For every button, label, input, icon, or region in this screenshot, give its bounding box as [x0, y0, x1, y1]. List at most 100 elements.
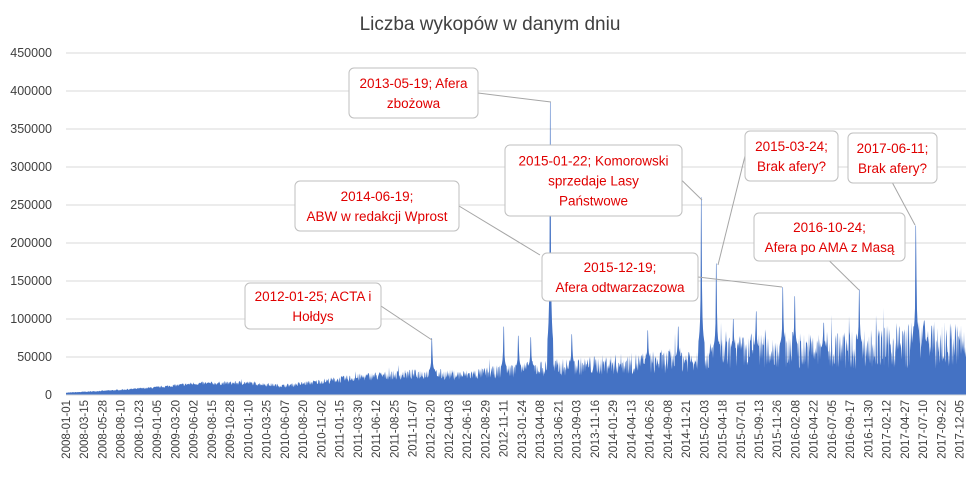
callout-text: 2016-10-24; — [793, 220, 866, 235]
x-tick-label: 2017-12-05 — [955, 400, 967, 459]
callout-box — [294, 180, 460, 232]
callout-box — [504, 144, 683, 217]
y-tick-label: 350000 — [10, 122, 52, 136]
x-tick-label: 2010-01-10 — [243, 400, 255, 459]
x-tick-label: 2008-05-28 — [97, 400, 109, 459]
x-tick-label: 2016-02-08 — [790, 400, 802, 459]
x-tick-label: 2008-10-23 — [134, 400, 146, 459]
data-series — [66, 102, 966, 396]
y-tick-label: 450000 — [10, 46, 52, 60]
y-tick-label: 400000 — [10, 84, 52, 98]
x-tick-label: 2015-09-13 — [754, 400, 766, 459]
y-tick-label: 150000 — [10, 274, 52, 288]
callout-2016-10-24: 2016-10-24; Afera po AMA z Masą — [753, 212, 906, 291]
callout-text: 2015-01-22; Komorowski — [518, 154, 668, 169]
x-tick-label: 2011-06-12 — [371, 400, 383, 458]
x-tick-label: 2012-11-11 — [499, 400, 511, 457]
x-tick-label: 2013-06-21 — [553, 400, 565, 459]
x-tick-label: 2017-07-10 — [918, 400, 930, 459]
callout-text: Brak afery? — [757, 159, 826, 174]
x-axis-tick-labels: 2008-01-01 2008-03-15 2008-05-28 2008-08-10… — [61, 399, 967, 458]
x-tick-label: 2009-01-05 — [152, 400, 164, 459]
callout-2014-06-19: 2014-06-19; ABW w redakcji Wprost — [294, 180, 541, 256]
callout-text: 2014-06-19; — [341, 189, 414, 204]
x-tick-label: 2008-03-15 — [79, 400, 91, 459]
series-area — [66, 102, 966, 396]
x-tick-label: 2012-01-20 — [426, 400, 438, 459]
callout-text: 2017-06-11; — [857, 141, 929, 156]
callout-text: Hołdys — [292, 309, 334, 324]
callout-2017-06-11: 2017-06-11; Brak afery? — [847, 132, 938, 226]
callout-leader-line — [892, 182, 916, 226]
callout-text: Państwowe — [559, 194, 628, 209]
y-tick-label: 200000 — [10, 236, 52, 250]
x-tick-label: 2015-07-01 — [736, 400, 748, 459]
x-tick-label: 2015-04-18 — [718, 400, 730, 459]
callout-leader-line — [458, 205, 541, 256]
callout-box — [847, 132, 938, 184]
x-tick-label: 2015-11-26 — [772, 400, 784, 458]
callouts: 2012-01-25; ACTA i Hołdys 2013-05-19; Afer… — [244, 67, 938, 341]
callout-box — [244, 282, 382, 330]
x-tick-label: 2012-06-16 — [462, 400, 474, 459]
callout-leader-line — [477, 92, 552, 103]
callout-text: ABW w redakcji Wprost — [306, 209, 447, 224]
x-tick-label: 2009-03-20 — [170, 400, 182, 459]
callout-box — [744, 130, 839, 182]
x-tick-label: 2016-07-05 — [827, 400, 839, 459]
callout-leader-line — [380, 305, 433, 341]
callout-text: zbożowa — [387, 96, 441, 111]
x-tick-label: 2010-11-02 — [316, 400, 328, 458]
callout-text: 2013-05-19; Afera — [359, 76, 468, 91]
x-tick-label: 2014-01-29 — [608, 400, 620, 459]
x-tick-label: 2013-01-24 — [517, 399, 529, 458]
callout-2015-01-22: 2015-01-22; Komorowski sprzedaje Lasy Pańs… — [504, 144, 703, 217]
y-tick-label: 250000 — [10, 198, 52, 212]
callout-text: Afera po AMA z Masą — [765, 240, 895, 255]
x-tick-label: 2016-04-22 — [809, 400, 821, 459]
y-tick-label: 100000 — [10, 312, 52, 326]
x-tick-label: 2013-09-03 — [572, 400, 584, 459]
callout-text: 2015-12-19; — [584, 260, 657, 275]
x-tick-label: 2017-09-22 — [936, 400, 948, 459]
x-tick-label: 2010-06-07 — [280, 400, 292, 459]
x-tick-label: 2014-09-08 — [663, 400, 675, 459]
callout-box — [348, 67, 479, 119]
callout-leader-line — [681, 180, 703, 201]
x-tick-label: 2017-04-27 — [900, 400, 912, 459]
callout-text: 2015-03-24; — [755, 139, 828, 154]
callout-2015-12-19: 2015-12-19; Afera odtwarzaczowa — [541, 252, 783, 302]
x-tick-label: 2011-01-15 — [335, 400, 347, 458]
x-tick-label: 2010-03-25 — [262, 400, 274, 459]
callout-box — [541, 252, 699, 302]
callout-text: Afera odtwarzaczowa — [555, 280, 685, 295]
x-tick-label: 2010-08-20 — [298, 400, 310, 459]
x-tick-label: 2015-02-03 — [699, 400, 711, 459]
x-tick-label: 2013-04-08 — [535, 400, 547, 459]
x-tick-label: 2017-02-12 — [882, 400, 894, 459]
y-tick-label: 50000 — [17, 350, 52, 364]
chart-title: Liczba wykopów w danym dniu — [360, 14, 621, 35]
x-tick-label: 2012-04-03 — [444, 400, 456, 459]
x-tick-label: 2016-09-17 — [845, 400, 857, 459]
x-tick-label: 2008-01-01 — [61, 400, 73, 459]
y-axis-tick-labels: 0 50000 100000 150000 200000 250000 300000 3500… — [10, 46, 52, 402]
x-tick-label: 2014-11-21 — [681, 400, 693, 458]
y-tick-label: 0 — [45, 388, 52, 402]
callout-2013-05-19: 2013-05-19; Afera zbożowa — [348, 67, 552, 119]
callout-text: sprzedaje Lasy — [548, 174, 639, 189]
x-tick-label: 2013-11-16 — [590, 400, 602, 458]
x-tick-label: 2011-11-07 — [407, 400, 419, 457]
x-tick-label: 2012-08-29 — [480, 400, 492, 459]
callout-leader-line — [829, 260, 860, 291]
x-tick-label: 2008-08-10 — [116, 400, 128, 459]
x-tick-label: 2016-11-30 — [863, 400, 875, 458]
callout-text: Brak afery? — [858, 161, 927, 176]
x-tick-label: 2009-10-28 — [225, 400, 237, 459]
callout-leader-line — [717, 155, 746, 266]
callout-box — [753, 212, 906, 262]
callout-leader-line — [697, 276, 783, 288]
callout-text: 2012-01-25; ACTA i — [255, 289, 372, 304]
x-tick-label: 2009-06-02 — [189, 400, 201, 459]
